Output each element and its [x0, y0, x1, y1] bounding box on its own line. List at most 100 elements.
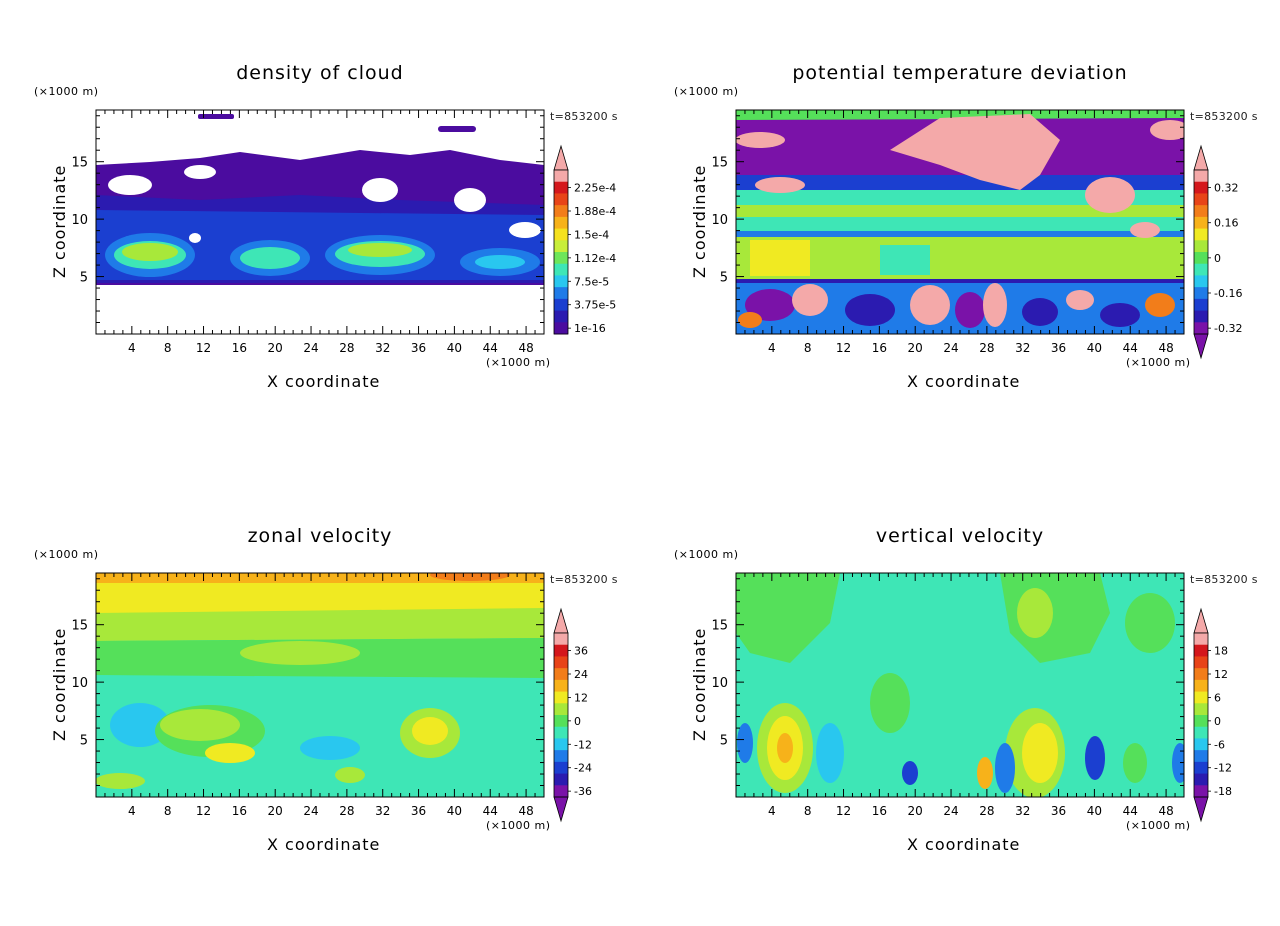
time-label: t=853200 s — [550, 110, 618, 123]
colorbar-swatch — [554, 691, 568, 704]
colorbar-swatch — [1194, 738, 1208, 751]
x-tick-label: 32 — [1015, 804, 1030, 818]
y-tick-label: 5 — [720, 271, 728, 286]
colorbar-swatch — [554, 668, 568, 681]
x-tick-label: 28 — [979, 341, 994, 355]
colorbar-swatch — [1194, 726, 1208, 739]
x-tick-label: 24 — [303, 804, 318, 818]
colorbar: 2.25e-4 1.88e-4 1.5e-4 1.12e-4 7.5e-5 3.75e-5… — [553, 144, 616, 335]
y-tick-label: 10 — [711, 213, 728, 228]
x-tick-label: 8 — [164, 804, 172, 818]
time-label: t=853200 s — [550, 573, 618, 586]
colorbar-label: 0 — [574, 715, 581, 728]
colorbar-swatch — [554, 263, 568, 276]
x-tick-label: 48 — [518, 804, 533, 818]
x-tick-label: 48 — [518, 341, 533, 355]
colorbar-swatch — [554, 181, 568, 194]
colorbar-label: 12 — [574, 691, 588, 704]
colorbar-swatch — [1194, 205, 1208, 218]
x-tick-label: 44 — [483, 341, 498, 355]
chart-title: density of cloud — [236, 62, 404, 84]
colorbar-swatch — [554, 228, 568, 241]
panel-vertical-velocity: vertical velocity (×1000 m) t=853200 s — [640, 463, 1280, 926]
x-unit-label: (×1000 m) — [1126, 356, 1191, 369]
x-tick-label: 20 — [268, 341, 283, 355]
x-tick-label: 48 — [1158, 804, 1173, 818]
colorbar: 0.32 0.16 0 -0.16 -0.32 — [1193, 144, 1242, 360]
colorbar-label: 0 — [1214, 715, 1221, 728]
colorbar-swatch — [554, 633, 568, 646]
heatmap-field — [736, 110, 1184, 334]
chart-title: potential temperature deviation — [792, 62, 1128, 84]
y-tick-label: 10 — [71, 676, 88, 691]
colorbar-swatch — [554, 298, 568, 312]
x-tick-label: 12 — [836, 804, 851, 818]
x-tick-label: 12 — [196, 804, 211, 818]
y-unit-label: (×1000 m) — [674, 85, 739, 98]
colorbar-swatch — [1194, 322, 1208, 335]
colorbar-label: 12 — [1214, 668, 1228, 681]
x-tick-label: 44 — [1123, 804, 1138, 818]
colorbar-swatch — [1194, 287, 1208, 300]
colorbar-swatch — [1194, 240, 1208, 253]
colorbar-swatch — [1194, 761, 1208, 775]
colorbar-swatch — [554, 656, 568, 669]
x-tick-label: 8 — [164, 341, 172, 355]
colorbar-swatch — [554, 193, 568, 206]
colorbar-label: -0.16 — [1214, 287, 1242, 300]
y-axis-label: Z coordinate — [690, 627, 709, 741]
colorbar-swatch — [1194, 193, 1208, 206]
x-tick-label: 4 — [128, 341, 136, 355]
colorbar-swatch — [1194, 715, 1208, 728]
chart-title: zonal velocity — [247, 525, 393, 547]
colorbar-label: 6 — [1214, 691, 1221, 704]
x-tick-label: 40 — [1087, 341, 1102, 355]
colorbar-swatch — [554, 216, 568, 230]
colorbar-label: 18 — [1214, 645, 1228, 658]
colorbar-swatch — [1194, 252, 1208, 265]
x-tick-label: 44 — [1123, 341, 1138, 355]
colorbar-swatch — [554, 785, 568, 798]
y-unit-label: (×1000 m) — [34, 548, 99, 561]
colorbar-swatch — [554, 750, 568, 763]
x-tick-label: 36 — [411, 804, 426, 818]
colorbar-swatch — [554, 252, 568, 265]
x-axis-label: X coordinate — [907, 835, 1021, 854]
x-tick-label: 24 — [943, 341, 958, 355]
colorbar-swatch — [554, 715, 568, 728]
y-tick-label: 5 — [80, 271, 88, 286]
colorbar-label: 1.5e-4 — [574, 228, 609, 241]
x-tick-label: 32 — [1015, 341, 1030, 355]
colorbar-swatch — [554, 240, 568, 253]
colorbar-swatch — [554, 322, 568, 335]
x-tick-label: 16 — [872, 341, 887, 355]
y-unit-label: (×1000 m) — [674, 548, 739, 561]
x-tick-label: 16 — [232, 341, 247, 355]
y-unit-label: (×1000 m) — [34, 85, 99, 98]
colorbar-swatch — [1194, 275, 1208, 288]
colorbar-label: 1e-16 — [574, 322, 606, 335]
x-tick-label: 36 — [1051, 341, 1066, 355]
colorbar-swatch — [1194, 703, 1208, 716]
colorbar: 18 12 6 0 -6 -12 -18 — [1193, 607, 1232, 823]
colorbar-label: 0.32 — [1214, 182, 1239, 195]
y-axis-label: Z coordinate — [50, 627, 69, 741]
heatmap-field — [96, 110, 544, 334]
y-tick-label: 15 — [71, 619, 88, 634]
x-tick-label: 8 — [804, 341, 812, 355]
colorbar-swatch — [554, 644, 568, 657]
x-tick-label: 20 — [268, 804, 283, 818]
heatmap-field — [736, 573, 1184, 797]
x-tick-label: 20 — [908, 804, 923, 818]
x-tick-label: 20 — [908, 341, 923, 355]
x-tick-label: 32 — [375, 341, 390, 355]
x-tick-label: 40 — [447, 804, 462, 818]
colorbar-label: 3.75e-5 — [574, 299, 616, 312]
y-tick-label: 15 — [711, 619, 728, 634]
colorbar-swatch — [554, 170, 568, 183]
colorbar-swatch — [1194, 679, 1208, 693]
x-axis-label: X coordinate — [267, 372, 381, 391]
